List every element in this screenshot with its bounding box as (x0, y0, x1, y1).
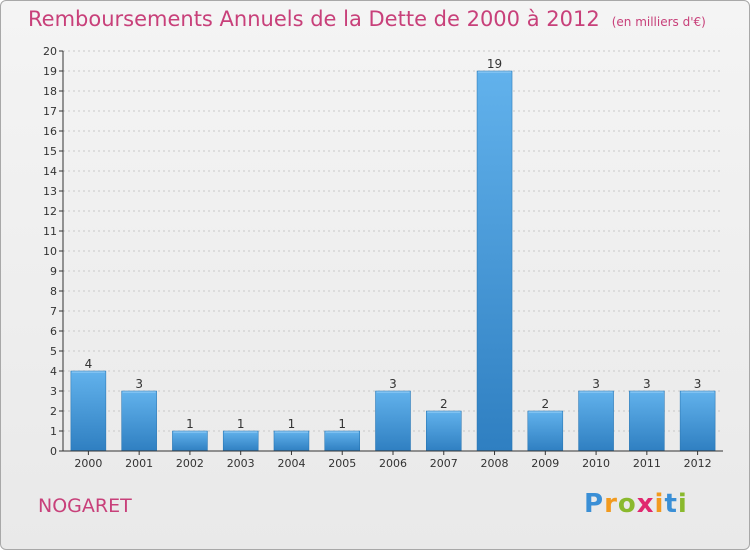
chart-title-text: Remboursements Annuels de la Dette de 20… (28, 7, 600, 31)
axes (59, 50, 723, 455)
y-tick-label: 6 (50, 325, 57, 338)
y-tick-label: 13 (43, 185, 57, 198)
data-label: 3 (643, 377, 651, 391)
x-tick-label: 2010 (582, 457, 610, 470)
y-tick-label: 10 (43, 245, 57, 258)
x-tick-label: 2000 (74, 457, 102, 470)
y-tick-label: 12 (43, 205, 57, 218)
bar (426, 410, 462, 452)
y-tick-label: 2 (50, 405, 57, 418)
x-tick-label: 2009 (531, 457, 559, 470)
grid-lines (63, 50, 723, 432)
logo-letter: r (604, 489, 618, 519)
commune-name: NOGARET (38, 495, 132, 517)
y-tick-label: 4 (50, 365, 57, 378)
bars (70, 70, 716, 452)
data-label: 3 (135, 377, 143, 391)
data-label: 19 (487, 57, 502, 71)
data-label: 1 (338, 417, 346, 431)
x-tick-label: 2004 (277, 457, 305, 470)
y-tick-label: 7 (50, 305, 57, 318)
y-tick-label: 3 (50, 385, 57, 398)
y-tick-label: 20 (43, 45, 57, 58)
data-label: 3 (389, 377, 397, 391)
bar (70, 370, 107, 452)
data-label: 4 (85, 357, 93, 371)
data-label: 3 (592, 377, 600, 391)
bar (375, 390, 411, 452)
proxiti-logo: Proxiti (584, 489, 688, 519)
bar (324, 430, 360, 452)
y-tick-label: 18 (43, 85, 57, 98)
chart-unit: (en milliers d'€) (611, 15, 706, 29)
bar (172, 430, 208, 452)
data-label: 2 (440, 397, 448, 411)
x-tick-label: 2006 (379, 457, 407, 470)
bar (527, 410, 564, 452)
x-tick-label: 2005 (328, 457, 356, 470)
y-tick-label: 8 (50, 285, 57, 298)
labels: 0123456789101112131415161718192042000320… (43, 45, 712, 470)
x-tick-label: 2012 (684, 457, 712, 470)
y-tick-label: 14 (43, 165, 57, 178)
y-tick-label: 15 (43, 145, 57, 158)
logo-letter: x (636, 489, 655, 519)
y-tick-label: 9 (50, 265, 57, 278)
y-tick-label: 5 (50, 345, 57, 358)
y-tick-label: 1 (50, 425, 57, 438)
bar (476, 70, 513, 452)
data-label: 1 (288, 417, 296, 431)
x-tick-label: 2011 (633, 457, 661, 470)
y-tick-label: 0 (50, 445, 57, 458)
bar (629, 390, 665, 452)
bar (679, 390, 716, 452)
x-tick-label: 2007 (430, 457, 458, 470)
y-tick-label: 19 (43, 65, 57, 78)
logo-letter: t (664, 489, 678, 519)
bar (578, 390, 614, 452)
data-label: 1 (186, 417, 194, 431)
x-tick-label: 2003 (227, 457, 255, 470)
bar (273, 430, 310, 452)
data-label: 2 (541, 397, 549, 411)
logo-letter: P (584, 489, 605, 519)
x-tick-label: 2008 (481, 457, 509, 470)
bar (121, 390, 157, 452)
logo-letter: o (617, 489, 637, 519)
y-tick-label: 17 (43, 105, 57, 118)
x-tick-label: 2002 (176, 457, 204, 470)
logo-letter: i (654, 489, 665, 519)
chart-title: Remboursements Annuels de la Dette de 20… (28, 7, 706, 31)
logo-letter: i (677, 489, 688, 519)
data-label: 3 (694, 377, 702, 391)
bar (222, 430, 259, 452)
x-tick-label: 2001 (125, 457, 153, 470)
y-tick-label: 16 (43, 125, 57, 138)
data-label: 1 (237, 417, 245, 431)
y-tick-label: 11 (43, 225, 57, 238)
